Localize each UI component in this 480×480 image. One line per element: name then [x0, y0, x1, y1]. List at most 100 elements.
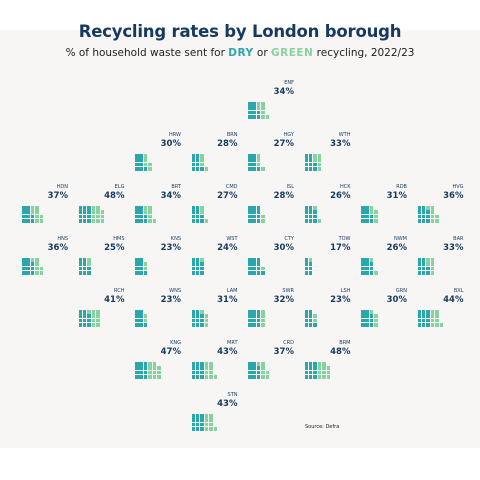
green-square [35, 206, 39, 210]
dry-square [196, 314, 200, 318]
borough-waffle [418, 206, 464, 222]
green-square [92, 206, 96, 210]
green-square [257, 158, 261, 162]
green-square [96, 210, 100, 214]
dry-square [309, 314, 313, 318]
borough-tile-elg: ELG 48% [79, 184, 129, 230]
dry-square [192, 375, 196, 379]
dry-square [139, 310, 143, 314]
dry-square [426, 314, 430, 318]
dry-square [87, 210, 91, 214]
dry-square [26, 219, 30, 223]
dry-square [248, 163, 252, 167]
borough-waffle [135, 258, 181, 274]
borough-code: HCK [340, 184, 351, 190]
subtitle-middle: or [254, 47, 271, 59]
dry-square [196, 414, 200, 418]
dry-square [26, 206, 30, 210]
dry-square [139, 210, 143, 214]
dry-square [79, 210, 83, 214]
dry-square [26, 267, 30, 271]
borough-rate-label: 27% [217, 191, 237, 201]
dry-square [31, 215, 35, 219]
dry-square [365, 310, 369, 314]
dry-square [252, 102, 256, 106]
borough-waffle [192, 154, 238, 170]
green-square [257, 163, 261, 167]
dry-square [139, 258, 143, 262]
green-square [96, 314, 100, 318]
dry-square [426, 215, 430, 219]
borough-tile-hgy: HGY 27% [248, 132, 298, 178]
green-square [313, 319, 317, 323]
dry-square [257, 366, 261, 370]
borough-code: HVG [452, 184, 463, 190]
borough-rate-label: 30% [274, 243, 294, 253]
dry-square [22, 206, 26, 210]
dry-square [422, 210, 426, 214]
dry-square [83, 314, 87, 318]
green-square [92, 310, 96, 314]
dry-square [192, 258, 196, 262]
dry-square [135, 158, 139, 162]
dry-square [257, 375, 261, 379]
dry-square [196, 362, 200, 366]
dry-square [248, 366, 252, 370]
borough-waffle [248, 310, 294, 326]
dry-square [248, 206, 252, 210]
dry-square [87, 319, 91, 323]
dry-square [252, 210, 256, 214]
dry-square [144, 215, 148, 219]
green-square [322, 371, 326, 375]
borough-rate-label: 28% [217, 139, 237, 149]
borough-tile-hck: HCK 26% [305, 184, 355, 230]
green-square [313, 154, 317, 158]
dry-square [305, 371, 309, 375]
dry-square [426, 267, 430, 271]
borough-tile-wns: WNS 23% [135, 288, 185, 334]
dry-square [196, 206, 200, 210]
borough-waffle [135, 206, 181, 222]
green-square [209, 414, 213, 418]
dry-square [252, 267, 256, 271]
borough-code: BXL [454, 288, 464, 294]
borough-code: BRN [227, 132, 238, 138]
green-square [101, 215, 105, 219]
green-square [431, 258, 435, 262]
borough-code: TOW [339, 236, 351, 242]
dry-square [135, 366, 139, 370]
dry-square [257, 210, 261, 214]
green-square [257, 362, 261, 366]
borough-tile-grn: GRN 30% [361, 288, 411, 334]
borough-code: HDN [57, 184, 68, 190]
green-square [374, 219, 378, 223]
green-square [200, 163, 204, 167]
dry-square [139, 206, 143, 210]
green-square [92, 319, 96, 323]
green-square [261, 323, 265, 327]
dry-square [252, 262, 256, 266]
dry-square [257, 115, 261, 119]
dry-square [200, 323, 204, 327]
borough-code: CMD [226, 184, 238, 190]
green-square [426, 258, 430, 262]
dry-square [144, 375, 148, 379]
dry-square [79, 267, 83, 271]
dry-square [248, 111, 252, 115]
green-square [318, 167, 322, 171]
green-square [318, 375, 322, 379]
dry-square [200, 167, 204, 171]
green-square [96, 323, 100, 327]
borough-rate-label: 24% [217, 243, 237, 253]
borough-rate-label: 43% [217, 347, 237, 357]
borough-rate-label: 43% [217, 399, 237, 409]
green-square [426, 206, 430, 210]
borough-tile-wst: WST 24% [192, 236, 242, 282]
dry-square [200, 319, 204, 323]
green-square [144, 314, 148, 318]
dry-square [139, 219, 143, 223]
dry-square [422, 314, 426, 318]
dry-square [87, 314, 91, 318]
dry-square [135, 375, 139, 379]
dry-square [200, 271, 204, 275]
